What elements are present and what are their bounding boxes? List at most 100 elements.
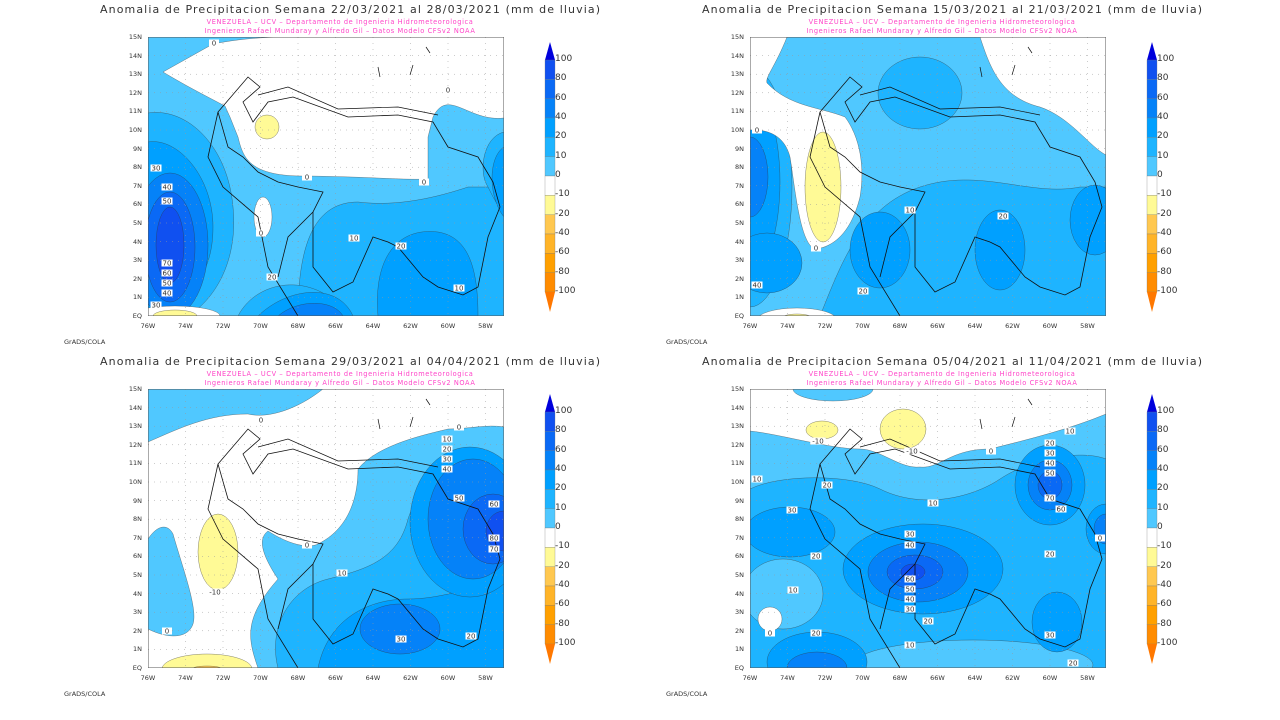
- contour-label-bg: [162, 627, 172, 635]
- colorbar-swatch: [1146, 411, 1158, 432]
- colorbar-swatch: [1146, 117, 1158, 138]
- colorbar-swatch: [544, 624, 556, 645]
- contour-label-bg: [161, 197, 173, 205]
- colorbar-label: 100: [1157, 406, 1175, 416]
- contour-label: 0: [1098, 535, 1102, 543]
- lon-tick-label: 66W: [328, 674, 343, 682]
- lat-tick-label: 11N: [128, 459, 142, 468]
- lat-tick-label: 12N: [730, 440, 744, 449]
- colorbar-swatch: [1146, 233, 1158, 254]
- contour-label-bg: [488, 534, 500, 542]
- contour-label: 20: [443, 446, 452, 454]
- lat-tick-label: 5N: [735, 571, 744, 579]
- lon-tick-label: 60W: [440, 322, 456, 330]
- lat-tick-label: 3N: [735, 256, 744, 265]
- lat-tick-label: 1N: [133, 645, 142, 654]
- lon-tick-label: 74W: [178, 674, 193, 682]
- lon-tick-label: 74W: [780, 322, 795, 330]
- anomaly-region: [1031, 591, 1083, 653]
- lon-tick-label: 64W: [365, 674, 381, 682]
- contour-label-bg: [150, 164, 162, 172]
- lon-tick-label: 66W: [328, 322, 343, 330]
- lat-tick-label: 12N: [128, 440, 142, 449]
- contour-label: 10: [455, 285, 464, 293]
- contour-label: 30: [397, 636, 406, 644]
- colorbar-label: 60: [1157, 92, 1169, 103]
- panel-title: Anomalia de Precipitacion Semana 22/03/2…: [100, 3, 602, 16]
- lat-tick-label: 13N: [730, 422, 744, 431]
- lon-tick-label: 72W: [817, 322, 833, 330]
- anomaly-region: [1069, 184, 1106, 256]
- colorbar-label: -10: [555, 189, 570, 200]
- colorbar-label: -60: [555, 247, 570, 258]
- colorbar-swatch: [544, 566, 556, 587]
- lat-tick-label: 11N: [730, 107, 744, 116]
- lat-tick-label: 1N: [735, 293, 744, 302]
- anomaly-region: [750, 232, 803, 294]
- lat-tick-label: 4N: [735, 589, 744, 598]
- contour-label-bg: [488, 545, 500, 553]
- contour-label-bg: [256, 229, 266, 237]
- colorbar-swatch: [544, 175, 556, 196]
- contour-label-bg: [904, 585, 916, 593]
- contour-label-bg: [904, 206, 916, 214]
- anomaly-region: [879, 408, 927, 450]
- lat-tick-label: 11N: [730, 459, 744, 468]
- contour-label: 0: [989, 448, 993, 456]
- colorbar-legend: 100 80 60 40 20 10 0 -10 -20 -40 -60 -80 -100: [1145, 42, 1205, 314]
- contour-label-bg: [751, 475, 763, 483]
- anomaly-region: [974, 209, 1026, 291]
- contour-label: 50: [163, 280, 172, 288]
- colorbar-min-arrow: [1147, 644, 1157, 664]
- contour-label: 10: [906, 642, 915, 650]
- contour-label: 20: [812, 553, 821, 561]
- anomaly-region: [253, 196, 273, 238]
- colorbar-swatch: [544, 214, 556, 235]
- coastline: [257, 46, 439, 116]
- contour-label: 40: [753, 282, 762, 290]
- lat-tick-label: 9N: [133, 496, 142, 505]
- contour-label-bg: [787, 586, 799, 594]
- colorbar-label: 40: [1157, 464, 1169, 474]
- lat-tick-label: 4N: [133, 589, 142, 598]
- colorbar-swatch: [544, 59, 556, 80]
- lat-tick-label: 3N: [133, 256, 142, 265]
- lat-tick-label: 10N: [128, 126, 142, 134]
- contour-label: 30: [152, 165, 161, 173]
- country-borders: [809, 76, 1103, 316]
- lat-tick-label: 6N: [735, 552, 744, 561]
- map-panel: Anomalia de Precipitacion Semana 05/04/2…: [602, 352, 1242, 704]
- lon-tick-label: 58W: [478, 322, 493, 330]
- precipitation-map: 0 0 0 0 -10 10 20 30 40 50 60 80 70 10 30 20: [148, 389, 504, 668]
- credit-label: GrADS/COLA: [64, 690, 106, 698]
- contour-label: 30: [906, 606, 915, 614]
- colorbar-min-arrow: [545, 292, 555, 312]
- colorbar-label: 10: [555, 150, 567, 161]
- colorbar-label: -100: [1157, 638, 1178, 648]
- contour-label-bg: [1055, 505, 1067, 513]
- colorbar-swatch: [544, 233, 556, 254]
- colorbar-label: 100: [555, 406, 573, 416]
- lat-tick-label: 2N: [735, 626, 744, 635]
- lat-tick-label: 8N: [133, 163, 142, 172]
- colorbar-label: -10: [1157, 189, 1172, 200]
- lat-tick-label: 3N: [735, 608, 744, 617]
- colorbar-swatch: [1146, 272, 1158, 293]
- contour-label: 20: [859, 288, 868, 296]
- contour-label-bg: [161, 289, 173, 297]
- contour-label: 60: [1057, 506, 1066, 514]
- colorbar: [544, 42, 556, 312]
- lat-tick-label: 7N: [735, 533, 744, 542]
- contour-label: 0: [165, 628, 169, 636]
- coastline: [859, 398, 1041, 468]
- colorbar-swatch: [544, 253, 556, 273]
- lon-tick-label: 68W: [892, 322, 908, 330]
- colorbar-swatch: [544, 469, 556, 490]
- contour-label-bg: [454, 423, 464, 431]
- contour-label-bg: [1044, 631, 1056, 639]
- contour-label-bg: [904, 641, 916, 649]
- contour-label-bg: [752, 126, 762, 134]
- colorbar-label: 10: [1157, 502, 1169, 513]
- contour-label: 0: [305, 174, 309, 182]
- lat-tick-label: 7N: [133, 533, 142, 542]
